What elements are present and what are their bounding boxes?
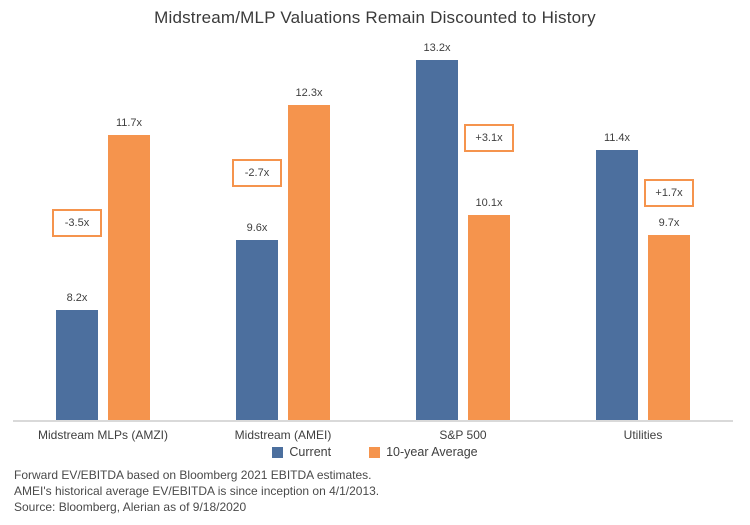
legend-item-average: 10-year Average — [369, 445, 478, 459]
bar-value-label: 8.2x — [66, 292, 88, 304]
bar-value-label: 9.7x — [658, 217, 680, 229]
bar-current — [236, 240, 278, 420]
legend: Current 10-year Average — [0, 445, 750, 459]
legend-label-average: 10-year Average — [386, 445, 478, 459]
footnote-line-2: AMEI's historical average EV/EBITDA is s… — [14, 484, 380, 498]
category-label-amzi: Midstream MLPs (AMZI) — [37, 428, 168, 442]
bar-current — [596, 150, 638, 420]
bar-current — [416, 60, 458, 420]
footnotes: Forward EV/EBITDA based on Bloomberg 202… — [14, 467, 379, 515]
diff-badge: -2.7x — [232, 158, 282, 187]
bar-value-label: 11.7x — [115, 117, 143, 129]
bar-average — [468, 215, 510, 420]
footnote-line-3: Source: Bloomberg, Alerian as of 9/18/20… — [14, 500, 247, 514]
legend-swatch-average — [369, 446, 381, 458]
diff-badge: -3.5x — [52, 208, 102, 237]
bar-value-label: 13.2x — [423, 42, 451, 54]
bar-value-label: 11.4x — [603, 132, 631, 144]
bar-average — [108, 135, 150, 420]
bar-current — [56, 310, 98, 420]
x-axis-line — [13, 420, 733, 422]
bar-value-label: 10.1x — [475, 197, 503, 209]
bar-value-label: 12.3x — [295, 87, 323, 99]
bar-average — [288, 105, 330, 420]
chart-title: Midstream/MLP Valuations Remain Discount… — [154, 8, 596, 27]
category-label-utilities: Utilities — [623, 428, 663, 442]
legend-swatch-current — [272, 446, 284, 458]
category-label-amei: Midstream (AMEI) — [234, 428, 332, 442]
diff-badge: +3.1x — [464, 123, 514, 152]
legend-label-current: Current — [289, 445, 332, 459]
legend-item-current: Current — [272, 445, 331, 459]
diff-badge: +1.7x — [644, 178, 694, 207]
category-label-sp500: S&P 500 — [439, 428, 487, 442]
bar-value-label: 9.6x — [246, 222, 268, 234]
footnote-line-1: Forward EV/EBITDA based on Bloomberg 202… — [14, 468, 372, 482]
bar-average — [648, 235, 690, 420]
